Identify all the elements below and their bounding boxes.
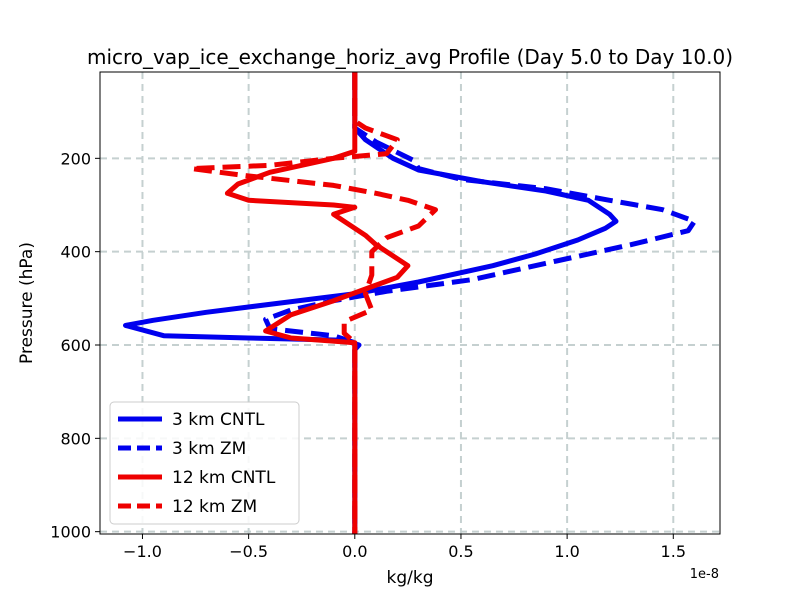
x-tick-label: 0.5 (448, 542, 473, 561)
y-tick-label: 600 (60, 336, 91, 355)
legend-label: 3 km CNTL (172, 410, 265, 430)
y-tick-label: 800 (60, 429, 91, 448)
x-axis-offset-text: 1e-8 (690, 567, 719, 582)
legend-label: 3 km ZM (172, 439, 246, 459)
x-tick-label: −0.5 (229, 542, 268, 561)
series-line-0 (123, 72, 619, 534)
y-tick-label: 200 (60, 149, 91, 168)
x-tick-label: 0.0 (342, 542, 367, 561)
legend: 3 km CNTL 3 km ZM 12 km CNTL 12 km ZM (109, 401, 300, 525)
x-tick-label: 1.5 (661, 542, 686, 561)
x-tick-label: 1.0 (554, 542, 579, 561)
y-tick-label: 400 (60, 243, 91, 262)
series-layer (123, 72, 697, 534)
series-line-3 (188, 72, 438, 534)
legend-label: 12 km CNTL (172, 468, 276, 488)
series-line-1 (263, 72, 697, 534)
legend-frame (109, 401, 300, 525)
legend-label: 12 km ZM (172, 497, 257, 517)
plot-area-frame (99, 71, 721, 535)
x-tick-label: −1.0 (123, 542, 162, 561)
y-tick-label: 1000 (50, 523, 91, 542)
y-axis-label: Pressure (hPa) (17, 242, 37, 364)
chart-title: micro_vap_ice_exchange_horiz_avg Profile… (87, 45, 733, 69)
x-axis-label: kg/kg (387, 568, 434, 588)
tick-layer: −1.0 −0.5 0.0 0.5 1.0 1.5 200 400 600 800 1000 (50, 149, 686, 561)
